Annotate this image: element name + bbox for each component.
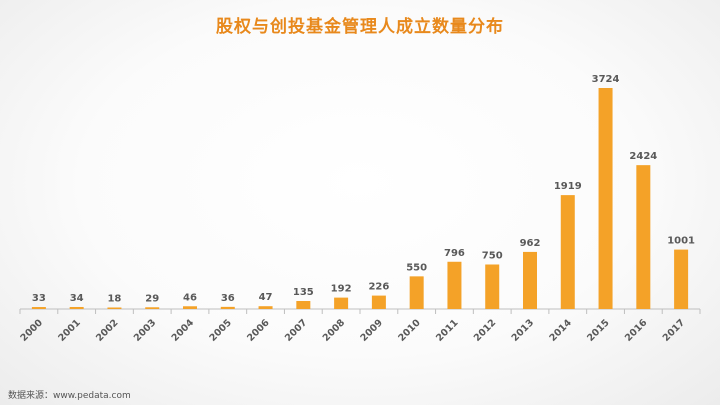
data-label-2001: 34 [70,293,84,304]
bar-2002 [107,307,122,309]
data-label-2010: 550 [406,262,427,273]
bar-2017 [674,249,689,309]
x-tick-label-2003: 2003 [132,317,158,343]
data-label-2006: 47 [259,292,273,303]
x-tick-label-2001: 2001 [56,317,82,343]
x-tick-label-2005: 2005 [207,317,233,343]
x-tick-label-2004: 2004 [170,317,197,344]
data-label-2009: 226 [368,282,389,293]
data-label-2017: 1001 [667,236,695,247]
data-label-2011: 796 [444,248,465,259]
bar-2001 [69,306,84,309]
data-label-2014: 1919 [554,181,582,192]
bar-2003 [145,307,160,309]
data-label-2003: 29 [145,293,159,304]
data-label-2012: 750 [482,250,503,261]
bar-2009 [371,295,386,309]
bar-2010 [409,276,424,309]
x-tick-label-2009: 2009 [359,317,385,343]
x-tick-label-2013: 2013 [510,317,536,343]
x-tick-label-2012: 2012 [472,317,498,343]
chart-title: 股权与创投基金管理人成立数量分布 [216,17,504,37]
bar-2016 [636,165,651,309]
x-tick-label-2016: 2016 [623,317,650,344]
x-tick-label-2011: 2011 [434,317,460,343]
bar-2013 [523,251,537,309]
data-label-2013: 962 [520,238,541,249]
bar-2011 [447,261,462,309]
data-label-2005: 36 [221,293,235,304]
x-tick-label-2015: 2015 [585,317,611,343]
source-note: 数据来源：www.pedata.com [8,391,131,401]
bar-2007 [296,300,311,309]
data-label-2004: 46 [183,292,197,303]
data-label-2016: 2424 [629,151,657,162]
x-tick-label-2010: 2010 [396,317,423,344]
data-label-2007: 135 [293,287,314,298]
data-label-2008: 192 [331,284,352,295]
data-label-2000: 33 [32,293,46,304]
bar-2015 [598,88,613,309]
bar-2012 [485,264,500,309]
x-tick-label-2017: 2017 [661,317,687,343]
bar-2000 [31,307,46,309]
bar-2004 [183,306,197,309]
bar-2008 [334,297,349,309]
data-label-2002: 18 [107,294,121,305]
x-tick-label-2002: 2002 [94,317,120,343]
x-tick-label-2000: 2000 [19,317,46,344]
data-label-2015: 3724 [592,74,620,85]
bar-2006 [258,306,273,309]
bar-2014 [560,195,575,309]
x-tick-label-2014: 2014 [547,317,574,344]
bar-2005 [220,306,235,309]
x-tick-label-2007: 2007 [283,317,309,343]
x-tick-label-2008: 2008 [321,317,348,344]
x-tick-label-2006: 2006 [245,317,272,344]
